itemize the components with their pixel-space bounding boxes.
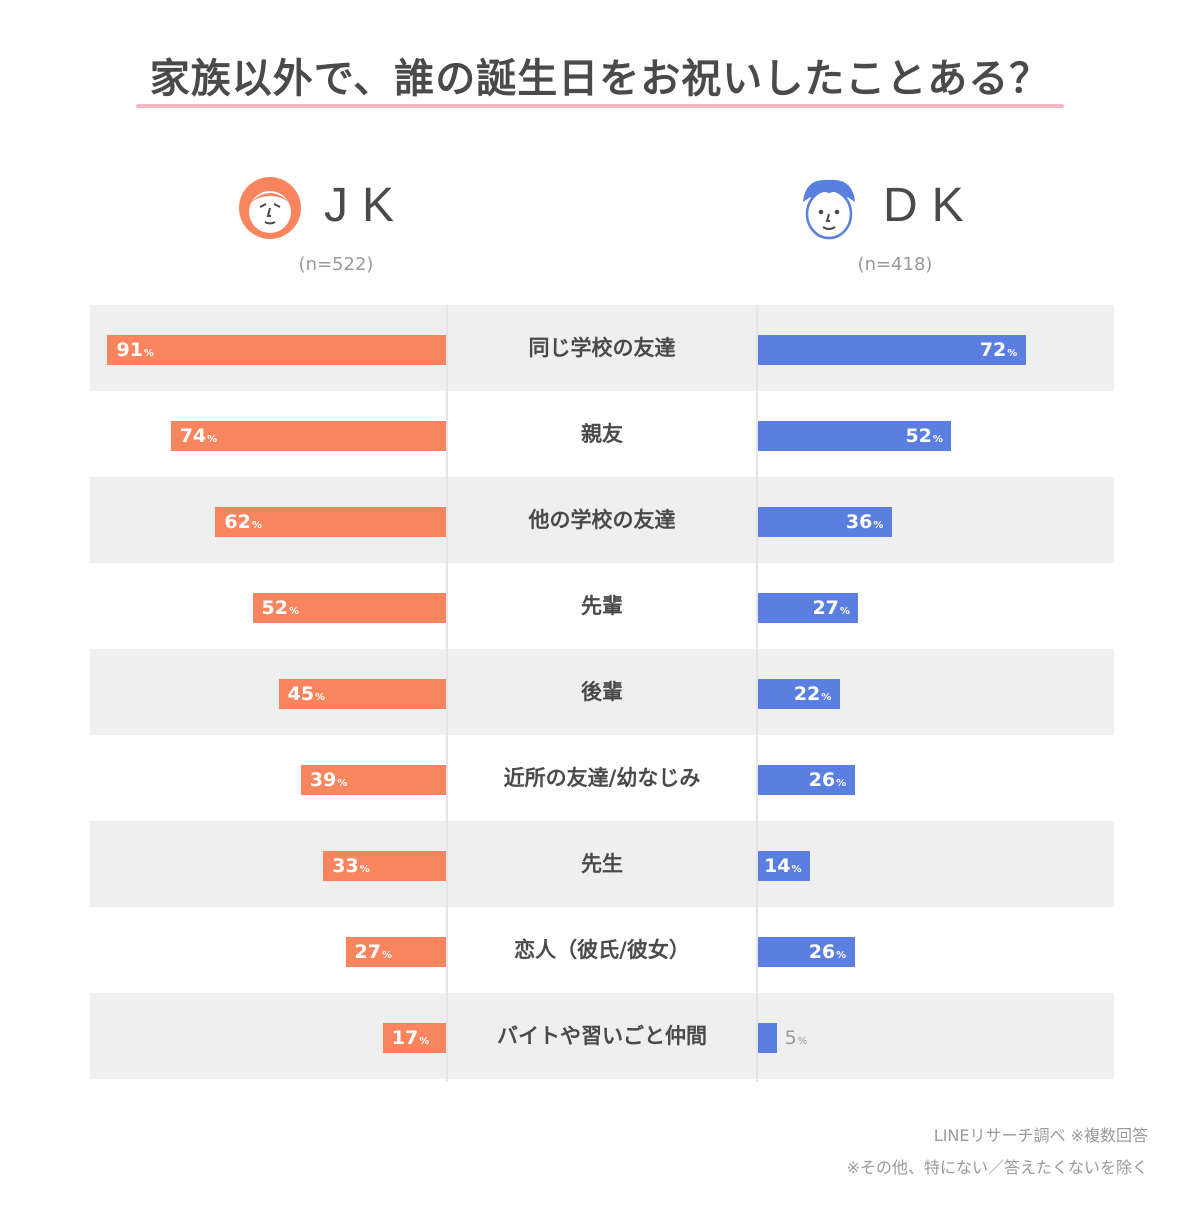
chart-row: 33% 先生 14%	[90, 821, 1114, 907]
dk-bar	[758, 679, 840, 709]
jk-bar	[215, 507, 446, 537]
jk-value-label: 39%	[309, 769, 348, 791]
chart-row: 62% 他の学校の友達 36%	[90, 477, 1114, 563]
chart-row: 91% 同じ学校の友達 72%	[90, 305, 1114, 391]
jk-bar	[345, 937, 446, 967]
chart-title: 家族以外で、誰の誕生日をお祝いしたことある？	[149, 56, 1051, 102]
dk-bar	[758, 335, 1026, 365]
jk-bar	[107, 335, 446, 365]
category-label: 後輩	[581, 680, 623, 704]
dk-label: DK	[883, 179, 978, 232]
jk-value-label: 27%	[354, 941, 393, 963]
exclusion-note: ※その他、特にない／答えたくないを除く	[846, 1158, 1148, 1177]
jk-value-label: 17%	[391, 1027, 430, 1049]
jk-label: JK	[324, 179, 409, 232]
jk-bar	[323, 851, 446, 881]
category-label: 同じ学校の友達	[528, 336, 676, 360]
jk-value-label: 45%	[287, 683, 326, 705]
chart-row: 27% 恋人（彼氏/彼女） 26%	[90, 907, 1114, 993]
dk-value-label: 5%	[784, 1027, 808, 1049]
dk-bar	[758, 851, 811, 881]
jk-value-label: 62%	[224, 511, 262, 533]
category-label: 親友	[581, 422, 623, 446]
dk-bar	[758, 421, 952, 451]
jk-sample-size: (n=522)	[298, 254, 374, 275]
jk-bar	[170, 421, 446, 451]
dk-value-label: 14%	[764, 855, 802, 877]
chart-row: 17% バイトや習いごと仲間 5%	[90, 993, 1114, 1079]
dk-bar	[758, 765, 855, 795]
dk-value-label: 27%	[812, 597, 850, 619]
dk-value-label: 26%	[808, 769, 847, 791]
boy-face-icon	[803, 179, 855, 240]
jk-bar	[300, 765, 446, 795]
chart-row: 39% 近所の友達/幼なじみ 26%	[90, 735, 1114, 821]
left-divider	[446, 305, 448, 1082]
category-label: バイトや習いごと仲間	[497, 1024, 707, 1048]
right-divider	[756, 305, 758, 1082]
chart-row: 74% 親友 52%	[90, 391, 1114, 477]
jk-bar	[382, 1023, 446, 1053]
category-label: 近所の友達/幼なじみ	[503, 766, 701, 790]
category-label: 恋人（彼氏/彼女）	[514, 938, 690, 962]
dk-value-label: 72%	[979, 339, 1018, 361]
chart-row: 45% 後輩 22%	[90, 649, 1114, 735]
category-label: 他の学校の友達	[528, 508, 676, 532]
jk-value-label: 52%	[261, 597, 300, 619]
jk-bar	[278, 679, 446, 709]
jk-bar	[252, 593, 446, 623]
girl-face-icon	[239, 177, 301, 239]
chart-row: 52% 先輩 27%	[90, 563, 1114, 649]
jk-value-label: 91%	[116, 339, 154, 361]
jk-group-header: JK (n=522)	[186, 168, 486, 288]
title-underline	[136, 104, 1064, 108]
dk-value-label: 52%	[905, 425, 943, 447]
dk-group-header: DK (n=418)	[745, 168, 1045, 288]
source-note: LINEリサーチ調べ ※複数回答	[933, 1126, 1148, 1145]
dk-value-label: 22%	[793, 683, 832, 705]
jk-value-label: 74%	[179, 425, 218, 447]
category-label: 先生	[581, 852, 623, 876]
dk-value-label: 36%	[845, 511, 884, 533]
dk-sample-size: (n=418)	[857, 254, 933, 275]
dk-bar	[758, 507, 892, 537]
jk-value-label: 33%	[332, 855, 370, 877]
dk-bar	[758, 937, 855, 967]
dk-value-label: 26%	[808, 941, 847, 963]
category-label: 先輩	[581, 594, 623, 618]
dk-bar	[758, 593, 859, 623]
dk-bar	[758, 1023, 777, 1053]
